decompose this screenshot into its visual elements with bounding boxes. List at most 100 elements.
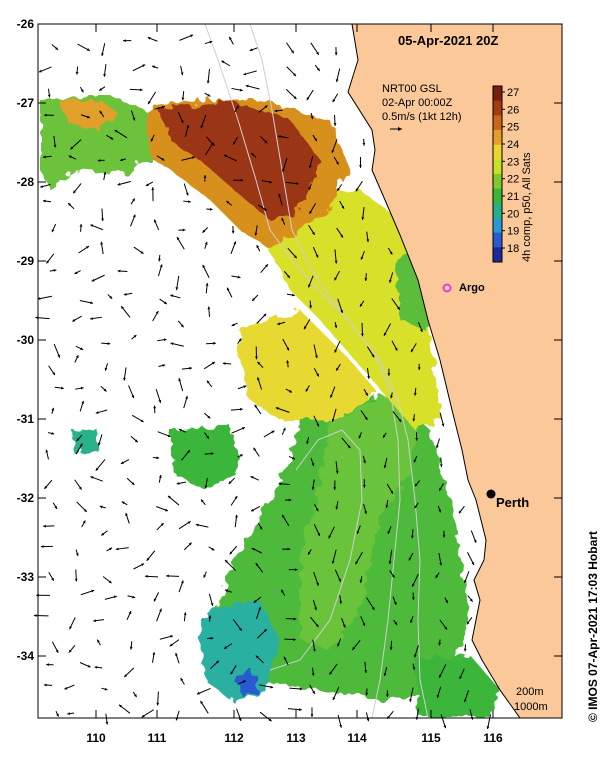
current-arrow [121,501,128,506]
current-arrow [107,294,113,300]
colorbar-tick-label: 25 [507,122,519,134]
current-arrow [156,506,169,512]
current-arrow [245,84,260,90]
current-arrow [463,690,469,703]
current-arrow [147,36,158,42]
current-arrow [178,228,186,232]
current-arrow [360,250,365,260]
current-arrow [359,300,365,308]
current-arrow [100,385,107,392]
y-tick-label: -33 [17,570,35,584]
sst-w-green-patch-2 [72,428,98,454]
current-arrow [328,526,335,539]
current-arrow [286,66,297,77]
current-arrow [44,479,53,490]
colorbar-segment [493,86,502,102]
current-arrow [234,105,239,113]
current-arrow [70,139,82,150]
current-arrow [47,88,51,98]
current-arrow [104,595,117,600]
scale-arrow [390,127,402,131]
current-arrow [332,93,339,103]
current-arrow [183,542,192,551]
current-arrow [74,479,82,490]
current-arrow [123,292,133,296]
current-arrow [309,203,317,214]
current-arrow [79,662,91,668]
current-arrow [76,434,83,442]
current-arrow [361,207,365,220]
current-arrow [305,385,310,392]
x-tick-label: 113 [286,731,306,745]
current-arrow [178,428,186,433]
current-arrow [281,217,286,226]
current-arrow [98,86,106,92]
current-arrow [223,154,238,162]
current-arrow [392,596,397,605]
current-arrow [413,455,418,463]
current-arrow [314,504,319,512]
current-arrow [411,529,414,539]
current-arrow [106,547,113,552]
current-arrow [64,684,75,690]
current-arrow [97,159,105,162]
current-arrow [254,404,262,415]
current-arrow [282,338,290,351]
current-arrow [180,65,184,76]
sst-blue-spot [235,672,258,694]
current-arrow [208,615,212,622]
current-arrow [221,60,231,67]
current-arrow [337,714,343,728]
current-arrow [440,714,447,729]
current-arrow [176,236,185,250]
current-arrow [166,574,180,578]
current-arrow [46,253,55,264]
current-arrow [33,614,49,618]
depth-legend-200m: 200m [516,686,544,698]
current-arrow [158,254,161,262]
current-arrow [204,477,208,489]
current-arrow [120,305,131,318]
current-arrow [183,183,189,196]
current-arrow [309,684,316,695]
current-arrow [366,368,371,379]
current-arrow [144,574,159,578]
current-arrow [439,619,448,630]
current-arrow [79,400,85,412]
current-arrow [282,547,291,551]
colorbar-label: 4h comp, p50, All Sats [521,152,533,262]
current-arrow [75,66,79,75]
depth-legend-1000m: 1000m [514,701,548,713]
current-arrow [255,562,264,573]
current-arrow [337,638,342,647]
current-arrow [389,272,394,283]
current-arrow [253,447,260,457]
current-arrow [123,39,132,43]
current-arrow [147,91,157,105]
colorbar-tick-label: 19 [507,226,519,238]
current-arrow [177,111,184,124]
current-arrow [250,505,261,512]
current-arrow [130,214,136,227]
current-arrow [79,86,84,93]
current-arrow [99,110,105,118]
current-arrow [36,593,50,597]
current-arrow [37,295,53,300]
current-arrow [313,571,319,586]
current-arrow [200,700,209,714]
current-arrow [282,157,288,172]
current-arrow [408,552,414,561]
current-arrow [310,112,314,120]
current-arrow [97,434,103,446]
current-arrow [132,691,138,698]
x-tick-label: 116 [483,731,503,745]
current-arrow [146,550,156,562]
current-arrow [339,200,345,210]
current-arrow [67,202,75,210]
current-arrow [74,354,79,363]
colorbar-tick-label: 18 [507,243,519,255]
current-arrow [222,362,232,365]
current-arrow [362,479,366,488]
current-arrow [437,505,442,513]
current-arrow [334,270,340,281]
